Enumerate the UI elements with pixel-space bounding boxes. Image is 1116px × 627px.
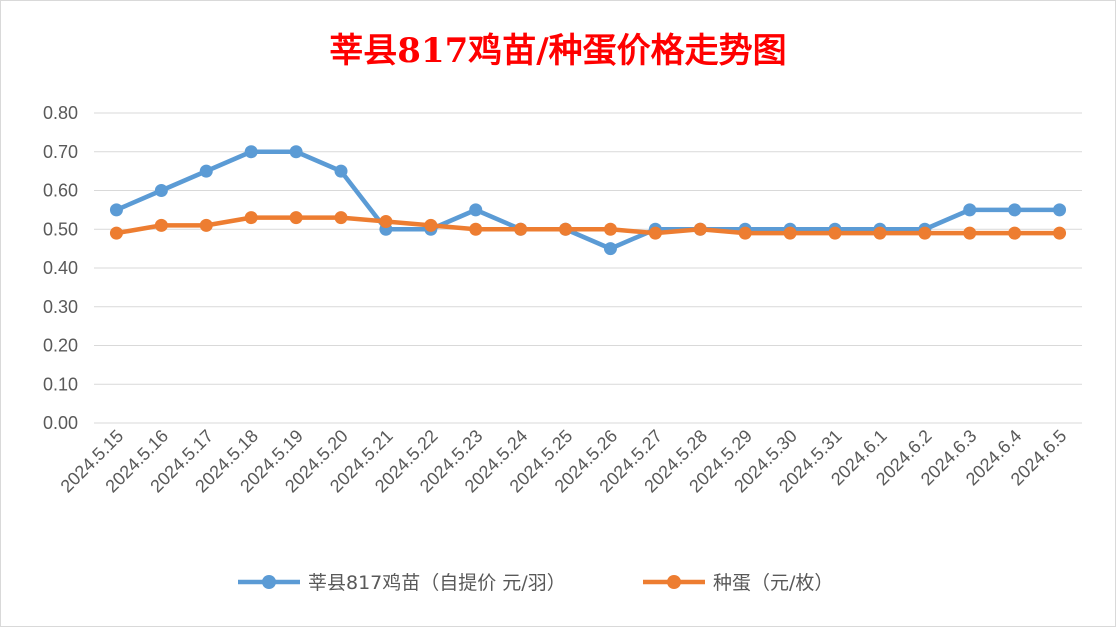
data-point-series-2 <box>289 211 303 225</box>
data-point-series-2 <box>828 226 842 240</box>
data-point-series-2 <box>1053 226 1067 240</box>
data-point-series-2 <box>334 211 348 225</box>
data-point-series-2 <box>559 222 573 236</box>
y-tick-label: 0.50 <box>43 219 78 239</box>
series-line-2 <box>114 215 1062 236</box>
data-point-series-2 <box>424 218 438 232</box>
y-tick-label: 0.60 <box>43 181 78 201</box>
y-tick-label: 0.20 <box>43 336 78 356</box>
legend-swatch-marker <box>262 575 276 589</box>
data-point-series-2 <box>109 226 123 240</box>
data-point-series-2 <box>199 218 213 232</box>
y-tick-label: 0.80 <box>43 103 78 123</box>
gridlines <box>94 112 1082 424</box>
y-tick-label: 0.70 <box>43 142 78 162</box>
data-point-series-1 <box>244 145 258 159</box>
data-point-series-1 <box>963 203 977 217</box>
data-point-series-2 <box>918 226 932 240</box>
data-point-series-2 <box>1008 226 1022 240</box>
data-point-series-2 <box>469 222 483 236</box>
data-point-series-2 <box>244 211 258 225</box>
data-point-series-2 <box>379 215 393 228</box>
legend: 莘县817鸡苗（自提价 元/羽） 种蛋（元/枚） <box>238 572 833 594</box>
data-point-series-1 <box>154 184 168 197</box>
series-line-1 <box>114 149 1062 251</box>
data-point-series-1 <box>334 164 348 178</box>
y-tick-label: 0.30 <box>43 297 78 317</box>
data-point-series-2 <box>514 222 528 236</box>
series-layer <box>109 145 1067 256</box>
data-point-series-1 <box>469 203 483 217</box>
legend-label: 种蛋（元/枚） <box>713 572 833 594</box>
legend-label: 莘县817鸡苗（自提价 元/羽） <box>308 572 566 594</box>
chart-title: 莘县817鸡苗/种蛋价格走势图 <box>329 31 786 71</box>
data-point-series-2 <box>738 226 752 240</box>
data-point-series-2 <box>783 226 797 240</box>
data-point-series-2 <box>154 218 168 232</box>
y-axis-ticks: 0.00 0.10 0.20 0.30 0.40 0.50 0.60 0.70 0.80 <box>43 103 78 433</box>
data-point-series-2 <box>873 226 887 240</box>
data-point-series-1 <box>199 164 213 178</box>
data-point-series-1 <box>289 145 303 159</box>
x-axis-ticks: 2024.5.152024.5.162024.5.172024.5.182024… <box>57 426 1071 497</box>
data-point-series-1 <box>603 242 617 256</box>
data-point-series-1 <box>1008 203 1022 217</box>
y-tick-label: 0.40 <box>43 258 78 278</box>
data-point-series-2 <box>603 222 617 236</box>
data-point-series-2 <box>963 226 977 240</box>
y-tick-label: 0.10 <box>43 374 78 394</box>
data-point-series-2 <box>648 226 662 240</box>
data-point-series-2 <box>693 222 707 236</box>
data-point-series-1 <box>1053 203 1067 217</box>
y-tick-label: 0.00 <box>43 413 78 433</box>
legend-swatch-marker <box>667 575 681 589</box>
data-point-series-1 <box>109 203 123 217</box>
